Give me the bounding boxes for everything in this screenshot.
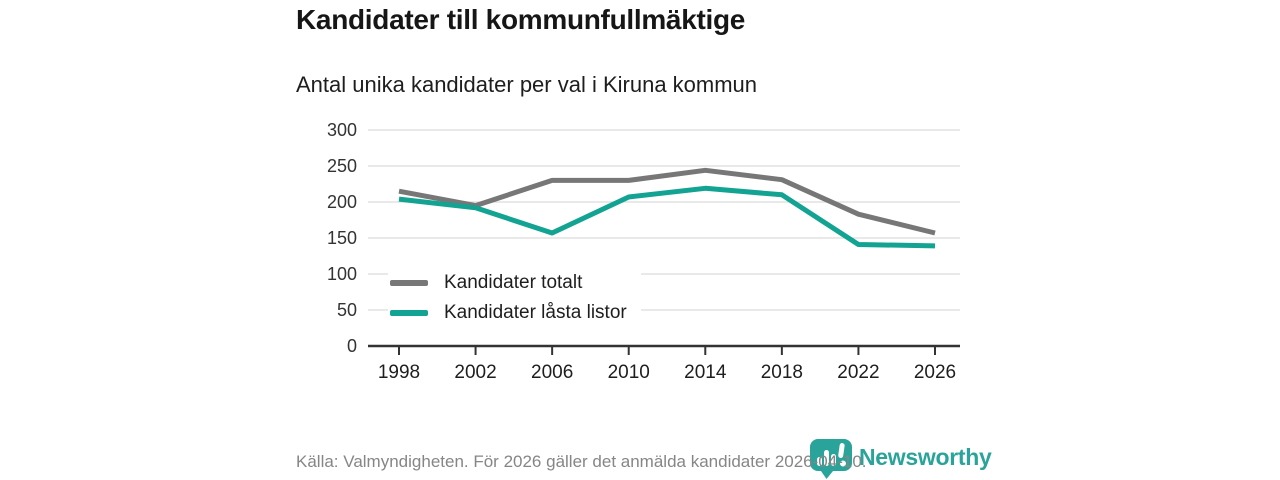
x-tick-label-1998: 1998 (378, 362, 420, 383)
legend-swatch-total (390, 280, 428, 286)
y-tick-label-150: 150 (327, 228, 357, 248)
chart-legend: Kandidater totalt Kandidater låsta listo… (388, 268, 641, 328)
x-tick-label-2026: 2026 (914, 362, 956, 383)
newsworthy-icon (810, 439, 852, 479)
y-tick-label-250: 250 (327, 156, 357, 176)
y-tick-label-200: 200 (327, 192, 357, 212)
x-tick-label-2010: 2010 (608, 362, 650, 383)
x-tick-label-2002: 2002 (454, 362, 496, 383)
legend-item-locked: Kandidater låsta listor (390, 298, 627, 328)
newsworthy-logo: Newsworthy (808, 438, 992, 480)
legend-label-total: Kandidater totalt (444, 272, 583, 293)
x-tick-label-2006: 2006 (531, 362, 573, 383)
x-tick-label-2018: 2018 (761, 362, 803, 383)
legend-label-locked: Kandidater låsta listor (444, 302, 627, 323)
legend-swatch-locked (390, 310, 428, 316)
chart-title: Kandidater till kommunfullmäktige (296, 4, 746, 35)
series-line-1 (398, 185, 936, 249)
y-tick-label-50: 50 (337, 300, 357, 320)
x-tick-label-2014: 2014 (684, 362, 727, 383)
x-tick-label-2022: 2022 (837, 362, 879, 383)
newsworthy-wordmark: Newsworthy (859, 443, 992, 470)
source-note: Källa: Valmyndigheten. För 2026 gäller d… (296, 452, 867, 471)
chart-subtitle: Antal unika kandidater per val i Kiruna … (296, 72, 758, 97)
y-tick-label-300: 300 (327, 120, 357, 140)
y-tick-label-100: 100 (327, 264, 357, 284)
legend-item-total: Kandidater totalt (390, 268, 627, 298)
y-tick-label-0: 0 (347, 336, 357, 356)
series-line-0 (398, 167, 936, 236)
